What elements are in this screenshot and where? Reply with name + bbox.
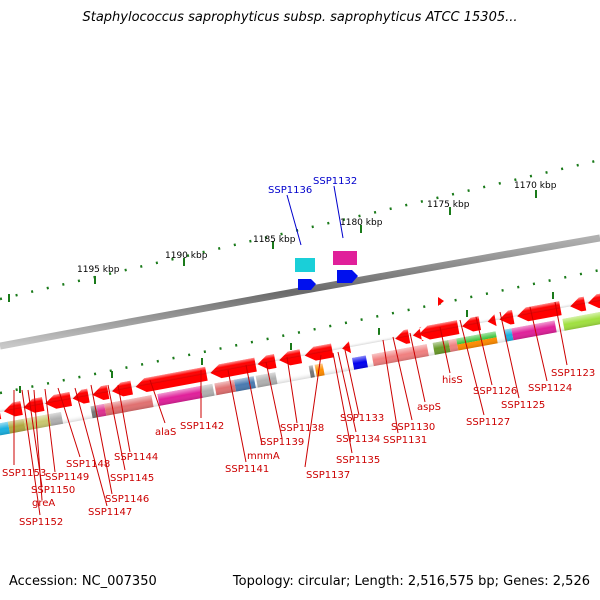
inner-major-tick: [111, 371, 113, 378]
gene-label: SSP1145: [110, 473, 154, 484]
gene-label: SSP1141: [225, 464, 269, 475]
genome-backbone: [0, 234, 600, 350]
gene-label: hisS: [442, 375, 463, 386]
gene-label: mnmA: [247, 451, 280, 462]
scale-major-tick: [360, 225, 362, 233]
gene-label: SSP1147: [88, 507, 132, 518]
scale-label: 1185 kbp: [253, 235, 296, 245]
scale-major-tick: [272, 241, 274, 249]
gene-label: SSP1142: [180, 421, 224, 432]
inner-major-tick: [466, 310, 468, 317]
inner-major-tick: [201, 358, 203, 365]
gene-label: greA: [32, 498, 55, 509]
inner-major-tick: [19, 386, 21, 393]
gene-label: SSP1132: [313, 176, 357, 187]
gene-label: SSP1124: [528, 383, 572, 394]
gene-label: SSP1149: [45, 472, 89, 483]
gene-label: SSP1134: [336, 434, 380, 445]
topology-label: Topology: circular; Length: 2,516,575 bp…: [232, 574, 590, 589]
scale-major-tick: [94, 276, 96, 284]
gene-label: SSP1152: [19, 517, 63, 528]
inner-major-tick: [552, 292, 554, 299]
gene-label: SSP1138: [280, 423, 324, 434]
inner-major-tick: [290, 343, 292, 350]
cog-block: [333, 251, 357, 265]
gene-label: alaS: [155, 427, 176, 438]
gene-arrow: [337, 270, 358, 283]
gene-label: aspS: [417, 402, 441, 413]
gene-arrow: [298, 279, 316, 290]
gene-label: SSP1139: [260, 437, 304, 448]
cog-block: [295, 258, 315, 272]
map-title: Staphylococcus saprophyticus subsp. sapr…: [82, 10, 518, 25]
inner-major-tick: [378, 328, 380, 335]
scale-major-tick: [535, 190, 537, 198]
gene-label: SSP1144: [114, 452, 158, 463]
gene-label: SSP1146: [105, 494, 149, 505]
scale-label: 1190 kbp: [165, 251, 208, 261]
scale-label: 1195 kbp: [77, 265, 120, 275]
scale-label: 1180 kbp: [340, 218, 383, 228]
gene-label: SSP1126: [473, 386, 517, 397]
label-leader-lines: [13, 301, 568, 516]
gene-label: SSP1127: [466, 417, 510, 428]
gene-label: SSP1136: [268, 185, 312, 196]
gene-label: SSP1131: [383, 435, 427, 446]
blue-leader-lines: [286, 185, 344, 246]
gene-label: SSP1125: [501, 400, 545, 411]
scale-major-tick: [449, 207, 451, 215]
gene-label: SSP1150: [31, 485, 75, 496]
scale-label: 1175 kbp: [427, 200, 470, 210]
gene-label: SSP1123: [551, 368, 595, 379]
accession-label: Accession: NC_007350: [9, 574, 157, 589]
scale-ring: 1195 kbp 1190 kbp 1185 kbp 1180 kbp 1175…: [0, 158, 600, 302]
gene-label: SSP1153: [2, 468, 46, 479]
gene-arrow: [587, 288, 600, 309]
gene-label: SSP1135: [336, 455, 380, 466]
gene-label: SSP1148: [66, 459, 110, 470]
gene-label: SSP1130: [391, 422, 435, 433]
gene-label: SSP1137: [306, 470, 350, 481]
scale-major-tick: [8, 294, 10, 302]
scale-major-tick: [183, 258, 185, 266]
gene-arrow: [438, 297, 444, 306]
gene-labels[interactable]: SSP1153 SSP1152 SSP1150 greA SSP1149 SSP…: [2, 176, 595, 528]
inner-tick-ring: [0, 268, 600, 395]
gene-label: SSP1133: [340, 413, 384, 424]
scale-label: 1170 kbp: [514, 181, 557, 191]
forward-strand-genes[interactable]: [295, 251, 444, 306]
